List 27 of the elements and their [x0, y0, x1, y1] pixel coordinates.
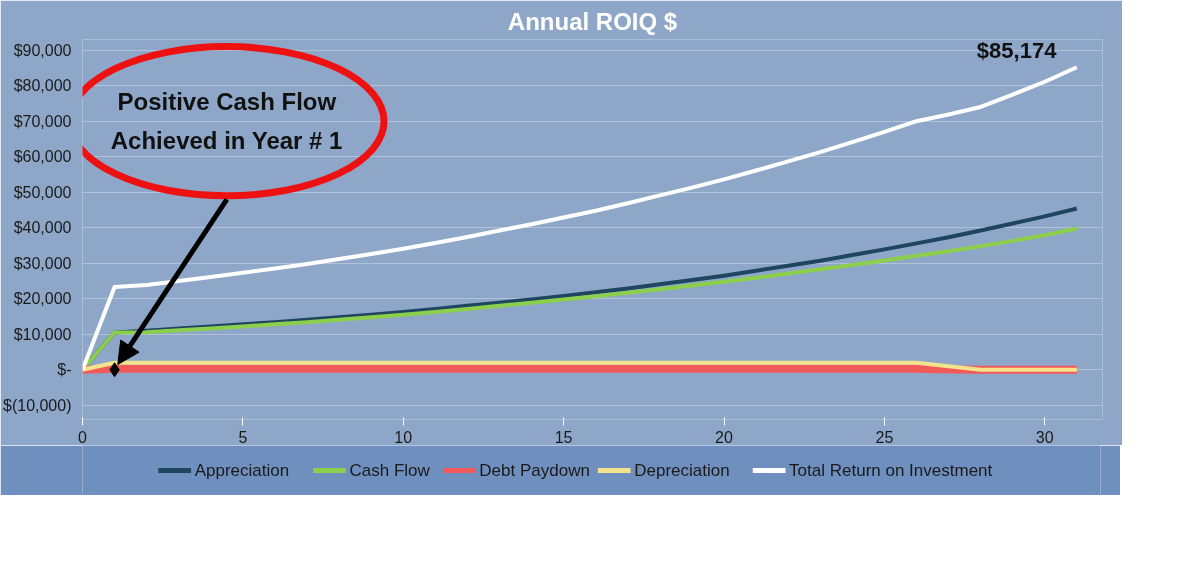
annotation: $85,174	[976, 38, 1058, 64]
x-tick-label: 25	[875, 428, 894, 446]
line-series	[82, 65, 1079, 372]
y-tick-label: $60,000	[13, 148, 72, 166]
annotation: Positive Cash Flow Achieved in Year # 1	[110, 88, 343, 155]
y-tick-label: $40,000	[13, 219, 72, 237]
legend-label: Cash Flow	[349, 461, 431, 480]
y-tick-label: $70,000	[13, 112, 72, 130]
x-tick-label: 0	[78, 428, 88, 446]
legend-label: Appreciation	[194, 461, 290, 480]
x-tick-label: 15	[554, 428, 573, 446]
y-tick-label: $-	[57, 361, 72, 379]
chart-title: Annual ROIQ $	[507, 7, 678, 35]
legend-label: Debt Paydown	[479, 461, 590, 480]
y-tick-label: $80,000	[13, 77, 72, 95]
y-tick-label: $10,000	[13, 325, 72, 343]
x-tick-label: 10	[394, 428, 413, 446]
y-tick-label: $90,000	[13, 41, 72, 59]
y-tick-label: $(10,000)	[3, 396, 72, 414]
x-tick-label: 5	[238, 428, 248, 446]
y-tick-label: $20,000	[13, 290, 72, 308]
x-tick-label: 20	[715, 428, 734, 446]
legend-label: Total Return on Investment	[789, 461, 993, 480]
legend-label: Depreciation	[634, 461, 730, 480]
y-tick-label: $30,000	[13, 254, 72, 272]
y-tick-label: $50,000	[13, 183, 72, 201]
x-tick-label: 30	[1035, 428, 1054, 446]
